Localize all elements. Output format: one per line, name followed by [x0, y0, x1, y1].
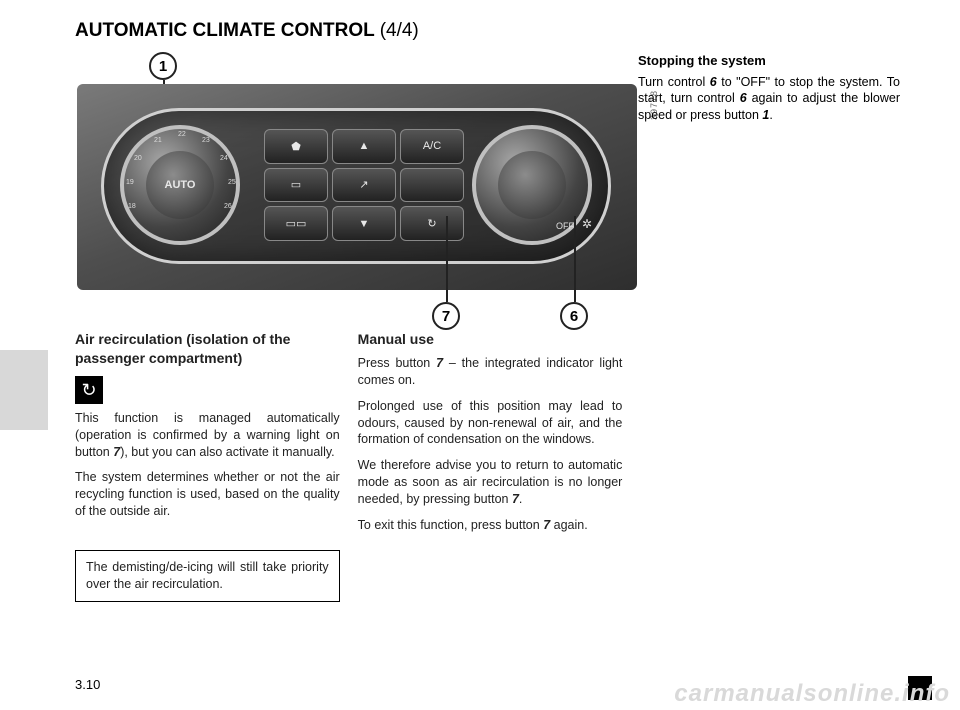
- recirculation-button: ↻: [400, 206, 464, 241]
- callout-1-label: 1: [159, 58, 167, 75]
- callout-6-label: 6: [570, 308, 578, 325]
- callout-7-line: [446, 216, 448, 302]
- section-tab: [0, 350, 48, 430]
- note-text: The demisting/de-icing will still take p…: [86, 560, 329, 591]
- page: AUTOMATIC CLIMATE CONTROL (4/4) 1 18 19 …: [0, 0, 960, 710]
- col2-p4: To exit this function, press button 7 ag…: [358, 517, 623, 534]
- callout-1: 1: [149, 52, 177, 80]
- temp-up-button: ▲: [332, 129, 396, 164]
- button-grid: ⬟ ▲ A/C ▭ ↗ ▭▭ ▼ ↻: [264, 129, 464, 241]
- climate-panel-photo: 18 19 20 21 22 23 24 25 26 AUTO: [77, 84, 637, 290]
- col2-p3: We therefore advise you to return to aut…: [358, 457, 623, 508]
- ac-off-button: A/C: [400, 129, 464, 164]
- col1-heading: Air recirculation (isolation of the pass…: [75, 330, 340, 368]
- col2-p1: Press button 7 – the integrated indicato…: [358, 355, 623, 389]
- title-pagenum: (4/4): [380, 20, 419, 41]
- air-distribution-button: ↗: [332, 168, 396, 203]
- off-label: OFF: [556, 221, 574, 231]
- temperature-dial: 18 19 20 21 22 23 24 25 26 AUTO: [120, 125, 240, 245]
- recirculation-icon: ↻: [75, 376, 103, 404]
- col1-p2: The system determines whether or not the…: [75, 469, 340, 520]
- page-title: AUTOMATIC CLIMATE CONTROL (4/4): [75, 20, 900, 42]
- column-manual-use: Manual use Press button 7 – the integrat…: [358, 330, 623, 602]
- col3-p1: Turn control 6 to "OFF" to stop the syst…: [638, 74, 900, 125]
- column-air-recirculation: Air recirculation (isolation of the pass…: [75, 330, 340, 602]
- panel-outline: 18 19 20 21 22 23 24 25 26 AUTO: [101, 108, 611, 264]
- text-columns: Air recirculation (isolation of the pass…: [75, 330, 905, 602]
- col3-heading: Stopping the system: [638, 52, 900, 70]
- col2-p2: Prolonged use of this position may lead …: [358, 398, 623, 449]
- corner-marker: [908, 676, 932, 700]
- callout-7: 7: [432, 302, 460, 330]
- note-box: The demisting/de-icing will still take p…: [75, 550, 340, 602]
- temp-down-button: ▼: [332, 206, 396, 241]
- rear-defrost-button: ▭: [264, 168, 328, 203]
- figure-area: 1 18 19 20 21 22 23 24 25 26: [77, 56, 637, 331]
- temperature-marks: 18 19 20 21 22 23 24 25 26: [124, 129, 236, 241]
- title-text: AUTOMATIC CLIMATE CONTROL: [75, 20, 374, 41]
- blank-button: [400, 168, 464, 203]
- dial-inner-right: [498, 151, 566, 219]
- callout-6: 6: [560, 302, 588, 330]
- defrost-max-button: ⬟: [264, 129, 328, 164]
- column-spacer: [640, 330, 905, 602]
- page-number: 3.10: [75, 677, 100, 692]
- col1-p1: This function is managed automatically (…: [75, 410, 340, 461]
- heated-seats-button: ▭▭: [264, 206, 328, 241]
- callout-6-line: [574, 216, 576, 302]
- callout-7-label: 7: [442, 308, 450, 325]
- fan-icon: ✲: [582, 217, 592, 231]
- column-stopping-system: Stopping the system Turn control 6 to "O…: [638, 52, 900, 124]
- col2-heading: Manual use: [358, 330, 623, 349]
